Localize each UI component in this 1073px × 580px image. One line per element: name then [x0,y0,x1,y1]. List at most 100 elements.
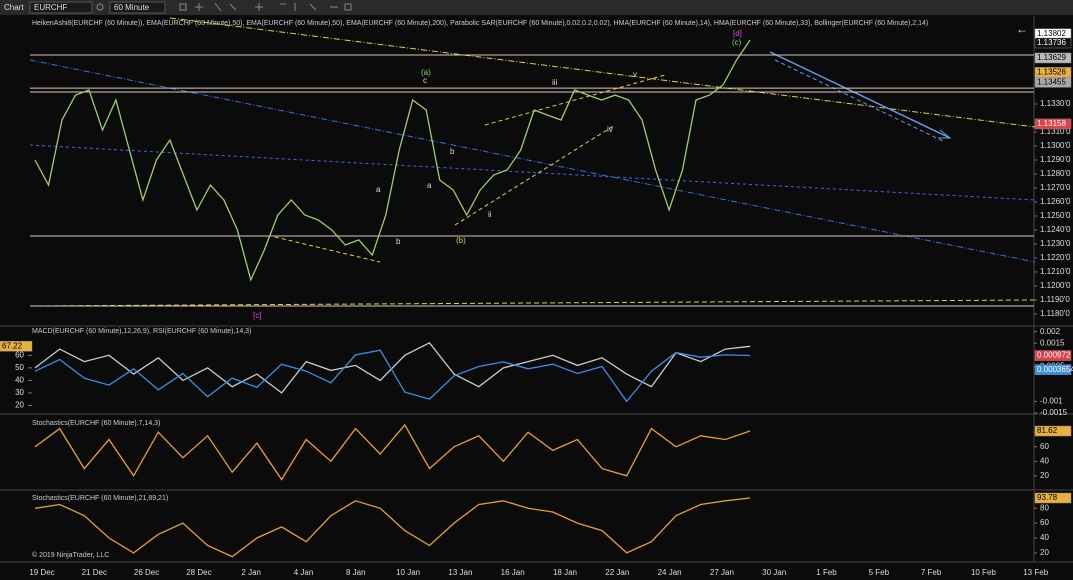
price-tag-label: 1.13802 [1037,29,1066,38]
x-tick-label: 13 Feb [1023,568,1048,577]
price-tag-label: 1.13158 [1037,119,1066,128]
series-line [34,349,751,403]
x-tick-label: 4 Jan [294,568,314,577]
price-tag [1034,77,1072,88]
y-tick-label: 1.1200'0 [1040,281,1071,290]
price-tag-label: 0.0003654 [1037,365,1073,374]
x-tick-label: 27 Jan [710,568,734,577]
x-tick-label: 30 Jan [762,568,786,577]
x-tick-label: 21 Dec [82,568,107,577]
x-tick-label: 22 Jan [605,568,629,577]
annotation: iii [552,78,558,87]
instrument[interactable]: EURCHF [34,3,67,12]
instrument-box[interactable] [29,1,93,14]
price-tag [1034,492,1072,504]
annotation: c [423,76,427,85]
tab[interactable]: Chart [4,3,24,12]
x-tick-label: 10 Feb [971,568,996,577]
price-tag [1034,52,1072,64]
copyright: © 2019 NinjaTrader, LLC [32,551,109,559]
y-tick-label: 1.1270'0 [1040,183,1071,192]
price-tag-label: 1.13526 [1037,68,1066,77]
y2-tick-label: 0.0015 [1040,338,1065,347]
panel-title: Stochastics(EURCHF (60 Minute),7,14,3) [32,420,160,427]
interval-box[interactable] [109,1,166,14]
series-line [34,497,751,558]
y-tick-label: 1.1210'0 [1040,267,1071,276]
panel-borders [0,16,1073,563]
series-line [34,341,751,394]
x-tick-label: 28 Dec [186,568,211,577]
annotation: (a) [421,68,431,77]
annotation: ii [488,210,492,219]
series-line [34,39,751,282]
x-tick-label: 8 Jan [346,568,366,577]
annotation: (b) [456,236,466,245]
price-tag [1034,118,1072,130]
panel-title: MACD(EURCHF (60 Minute),12,26,9), RSI(EU… [32,328,251,335]
trend-lines [29,17,1036,307]
price-tag-label: 1.13736 [1037,38,1066,47]
y-tick-label: 20 [1040,548,1049,557]
y-tick-label: 1.1260'0 [1040,197,1071,206]
x-tick-label: 18 Jan [553,568,577,577]
toolbar [0,0,1073,15]
y-tick-label: 1.1220'0 [1040,253,1071,262]
x-tick-label: 2 Jan [241,568,261,577]
annotation: b [450,147,455,156]
y2-tick-label: -0.0015 [1040,408,1068,417]
y-tick-label: 60 [1040,518,1049,527]
price-tag [1034,37,1072,49]
y2-tick-label: 0.002 [1040,327,1061,336]
y-tick-label: 50 [15,363,24,372]
price-tag [0,341,33,352]
annotation: iv [607,125,613,134]
x-tick-label: 10 Jan [396,568,420,577]
x-tick-label: 7 Feb [921,568,942,577]
y-tick-label: 20 [1040,471,1049,480]
toolbar-icons [96,2,352,12]
y-tick-label: 30 [15,388,24,397]
y-tick-label: 80 [1040,503,1049,512]
price-tag-label: 0.000972 [1037,351,1071,360]
y-tick-label: 1.1180'0 [1040,309,1070,318]
series-line [34,423,751,481]
price-tag-label: 1.13455 [1037,77,1066,86]
scroll-arrow[interactable]: ← [1016,22,1028,36]
price-tag [1034,350,1072,361]
y-tick-label: 1.1250'0 [1040,211,1071,220]
y-tick-label: 1.1190'0 [1040,295,1070,304]
price-tag-label: 81.62 [1037,426,1058,435]
panel-title: HeikenAshi8(EURCHF (60 Minute)), EMA(EUR… [32,20,928,27]
annotation: [d] [733,29,742,38]
price-tag [1034,425,1072,437]
y2-tick-label: -0.001 [1040,396,1063,405]
y-tick-label: 1.1240'0 [1040,225,1071,234]
interval[interactable]: 60 Minute [114,3,150,12]
x-tick-label: 24 Jan [658,568,682,577]
annotation: a [376,185,381,194]
y-tick-label: 1.1290'0 [1040,155,1071,164]
y-tick-label: 40 [1040,456,1049,465]
price-tag [1034,364,1072,375]
price-tag-label: 1.13629 [1037,53,1066,62]
annotation: (c) [732,38,742,47]
panel-title: Stochastics(EURCHF (60 Minute),21,89,21) [32,495,168,502]
x-tick-label: 5 Feb [869,568,890,577]
x-tick-label: 19 Dec [29,568,54,577]
y-tick-label: 1.1310'0 [1040,127,1071,136]
y-tick-label: 1.1230'0 [1040,239,1071,248]
y-tick-label: 1.1280'0 [1040,169,1071,178]
price-tag-label: 67.22 [2,341,23,350]
y-tick-label: 20 [15,401,24,410]
x-tick-label: 13 Jan [448,568,472,577]
y-tick-label: 40 [15,376,24,385]
price-tag-label: 93.78 [1037,493,1058,502]
y-tick-label: 60 [1040,442,1049,451]
annotation: b [396,237,401,246]
annotation: v [633,70,637,79]
annotation: a [427,181,432,190]
y-tick-label: 40 [1040,533,1049,542]
